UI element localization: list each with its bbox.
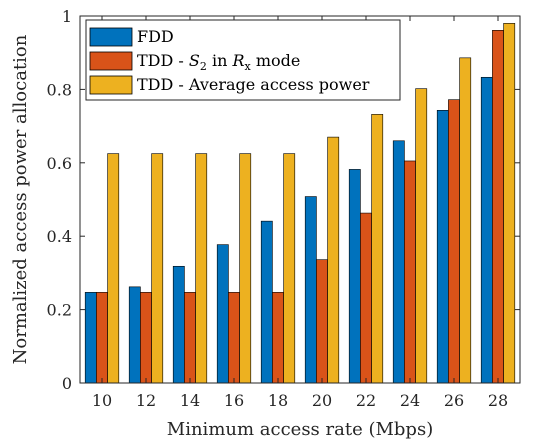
plot-frame	[79, 15, 521, 384]
legend-label-tdd-s2-mid: in	[207, 51, 233, 70]
x-tick-label-24: 24	[400, 391, 420, 410]
legend-label-tdd-s2-sub2: x	[245, 60, 252, 73]
legend-label-tdd-s2: TDD - S2 in Rx mode	[137, 51, 300, 73]
legend-swatch-tdd-s2	[89, 51, 133, 71]
bar-12-series-1	[140, 292, 152, 384]
y-axis-title: Normalized access power allocation	[10, 34, 31, 364]
x-tick-label-18: 18	[268, 391, 288, 410]
y-tick-label-0: 0	[62, 374, 72, 393]
bar-18-series-0	[260, 220, 273, 384]
bar-26-series-0	[436, 110, 449, 384]
x-tick-label-22: 22	[356, 391, 376, 410]
legend-label-tdd-s2-math2: R	[231, 51, 244, 70]
bar-16-series-2	[239, 153, 252, 384]
x-tick-label-12: 12	[136, 391, 156, 410]
bar-16-series-1	[228, 292, 240, 384]
x-tick-label-26: 26	[444, 391, 464, 410]
bar-24-series-0	[392, 140, 405, 384]
bar-18-series-1	[272, 292, 284, 384]
x-axis-title: Minimum access rate (Mbps)	[167, 419, 433, 440]
bar-22-series-0	[348, 169, 361, 384]
x-ticks: 10 12 14 16 18 20 22 24 26 28	[92, 16, 508, 410]
x-tick-label-28: 28	[488, 391, 508, 410]
bar-12-series-2	[151, 153, 164, 384]
bar-28-series-2	[503, 23, 516, 384]
y-tick-label-0.6: 0.6	[47, 154, 72, 173]
bar-28-series-0	[480, 76, 493, 384]
bar-12-series-0	[128, 286, 141, 384]
bar-24-series-2	[415, 88, 428, 384]
bar-24-series-1	[404, 160, 416, 384]
legend-label-tdd-s2-sub: 2	[200, 60, 207, 73]
x-tick-label-14: 14	[180, 391, 200, 410]
legend-swatch-fdd	[89, 27, 133, 47]
bar-14-series-1	[184, 292, 196, 384]
legend-box	[85, 19, 401, 101]
bar-18-series-2	[283, 153, 296, 384]
bar-22-series-2	[371, 114, 384, 384]
y-tick-label-1: 1	[62, 7, 72, 26]
y-tick-label-0.8: 0.8	[47, 80, 72, 99]
bar-14-series-0	[172, 265, 185, 384]
bar-26-series-1	[448, 99, 460, 384]
y-tick-label-0.4: 0.4	[47, 227, 72, 246]
x-tick-label-16: 16	[224, 391, 244, 410]
y-ticks: 0 0.2 0.4 0.6 0.8 1	[47, 7, 520, 393]
legend-label-tdd-avg: TDD - Average access power	[137, 75, 370, 94]
bars-group	[84, 23, 516, 384]
bar-26-series-2	[459, 57, 472, 384]
bar-10-series-2	[107, 153, 120, 384]
legend-label-tdd-s2-prefix: TDD -	[137, 51, 189, 70]
bar-10-series-1	[96, 292, 108, 384]
legend-swatch-tdd-avg	[89, 75, 133, 95]
legend-label-tdd-s2-suffix: mode	[251, 51, 301, 70]
bar-20-series-0	[304, 196, 317, 384]
bar-16-series-0	[216, 244, 229, 384]
bar-20-series-2	[327, 136, 340, 384]
bar-20-series-1	[316, 259, 328, 384]
axes-group	[79, 15, 521, 384]
bar-22-series-1	[360, 212, 372, 384]
legend-label-tdd-s2-math: S	[189, 51, 200, 70]
bar-10-series-0	[84, 292, 97, 384]
bar-28-series-1	[492, 30, 504, 384]
x-tick-label-10: 10	[92, 391, 112, 410]
legend: FDD TDD - S2 in Rx mode TDD - Average ac…	[85, 19, 401, 101]
x-tick-label-20: 20	[312, 391, 332, 410]
y-tick-label-0.2: 0.2	[47, 301, 72, 320]
bar-14-series-2	[195, 153, 208, 384]
legend-label-fdd: FDD	[137, 27, 174, 46]
